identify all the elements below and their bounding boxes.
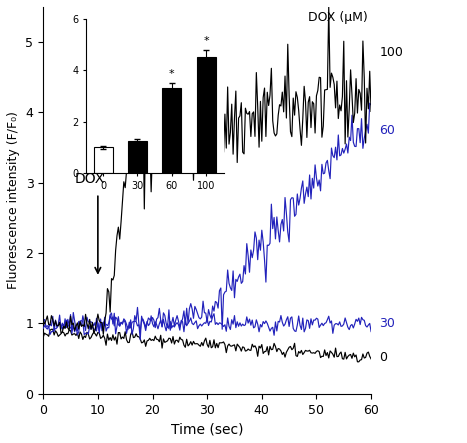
Y-axis label: Fluorescence intensity (F/F₀): Fluorescence intensity (F/F₀) (7, 112, 20, 289)
Text: 30: 30 (379, 317, 395, 330)
Text: 0: 0 (379, 351, 387, 364)
Text: DOX (μM): DOX (μM) (308, 11, 368, 24)
X-axis label: Time (sec): Time (sec) (171, 422, 243, 436)
Text: 60: 60 (379, 124, 395, 136)
Text: 100: 100 (379, 46, 403, 59)
Text: DOX: DOX (75, 172, 105, 187)
